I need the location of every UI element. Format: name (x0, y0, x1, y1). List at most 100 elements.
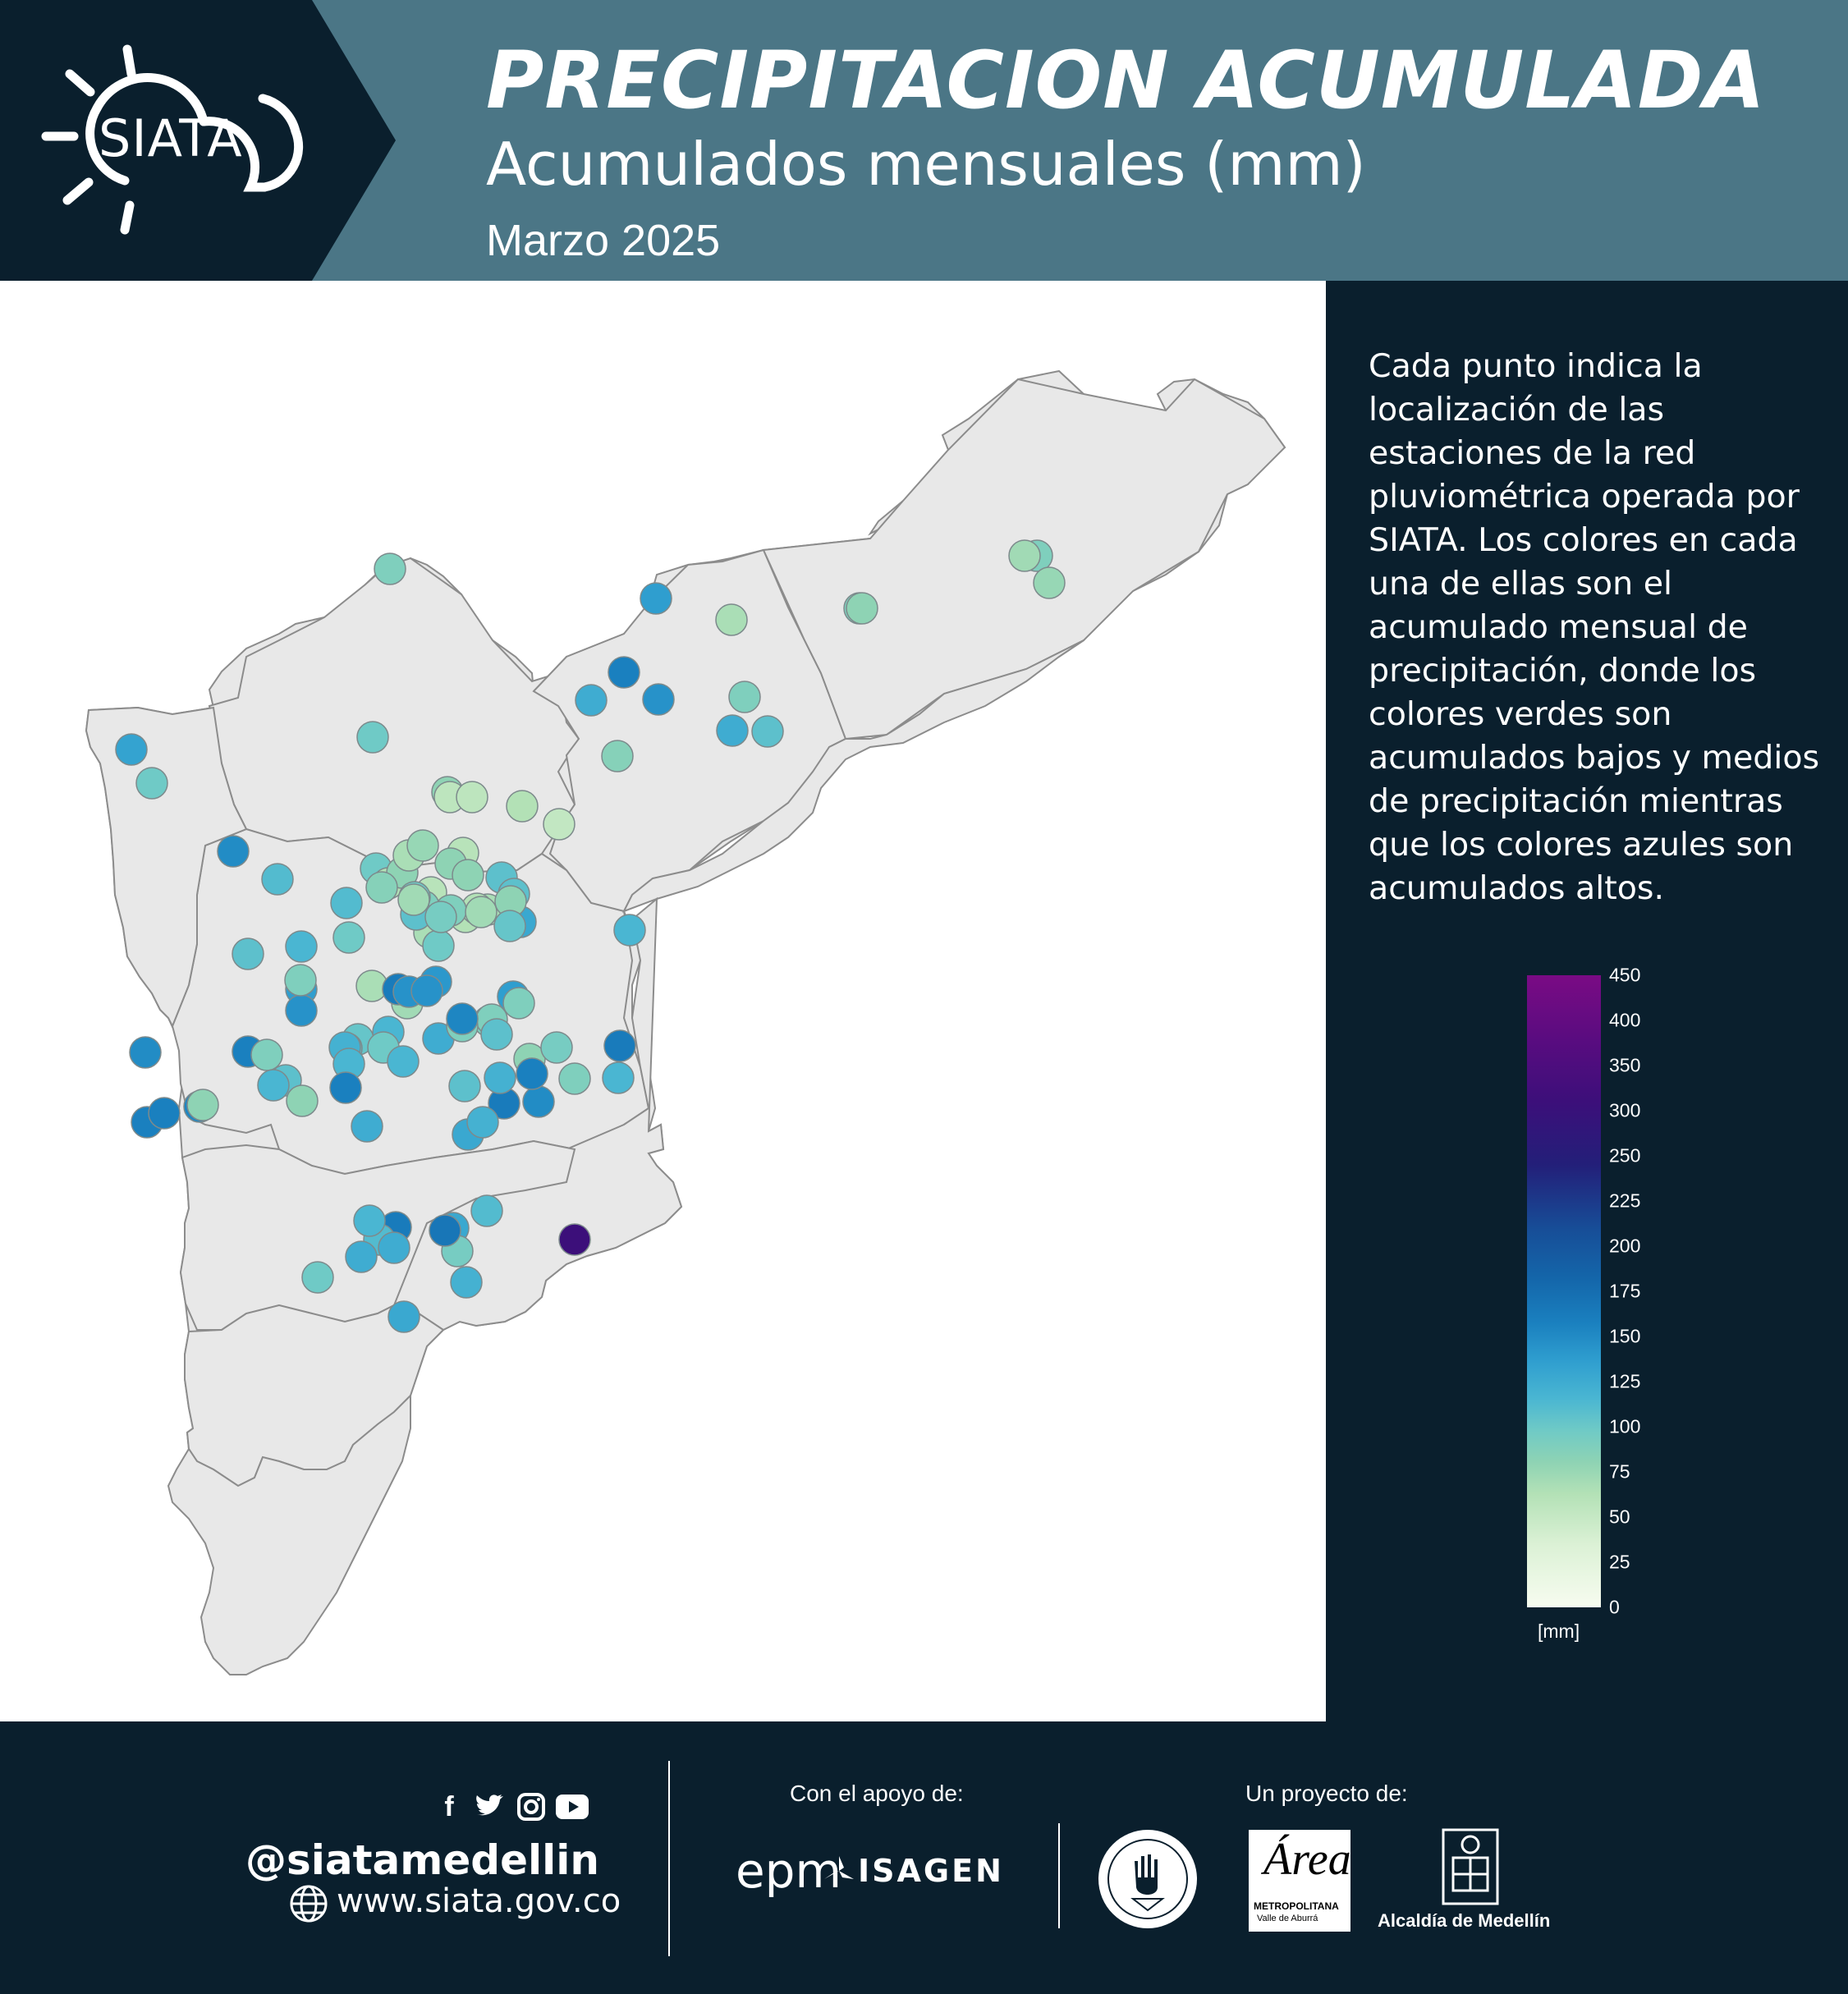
alcaldia-label: Alcaldía de Medellín (1378, 1910, 1551, 1931)
station-marker[interactable] (353, 1204, 386, 1237)
station-marker[interactable] (148, 1097, 181, 1130)
area-logo-line2: Valle de Aburrá (1257, 1914, 1318, 1923)
station-marker[interactable] (356, 721, 389, 754)
colorbar-tick-label: 400 (1609, 1009, 1641, 1031)
station-marker[interactable] (751, 715, 784, 748)
station-marker[interactable] (284, 964, 317, 997)
station-marker[interactable] (728, 681, 761, 713)
station-marker[interactable] (186, 1089, 219, 1121)
social-icons: f (433, 1790, 589, 1823)
station-marker[interactable] (429, 1214, 461, 1247)
colorbar-tick-label: 225 (1609, 1190, 1641, 1212)
station-marker[interactable] (250, 1038, 283, 1071)
station-marker[interactable] (506, 790, 539, 823)
station-marker[interactable] (301, 1261, 334, 1294)
station-marker[interactable] (484, 1061, 516, 1094)
station-marker[interactable] (129, 1036, 162, 1069)
station-marker[interactable] (558, 1062, 591, 1095)
colorbar-tick-label: 0 (1609, 1596, 1620, 1618)
station-marker[interactable] (378, 1231, 410, 1264)
station-marker[interactable] (466, 1106, 499, 1139)
station-marker[interactable] (217, 835, 250, 868)
station-marker[interactable] (424, 901, 457, 933)
station-marker[interactable] (543, 808, 575, 841)
station-marker[interactable] (365, 871, 398, 904)
station-marker[interactable] (406, 829, 439, 862)
station-marker[interactable] (715, 603, 748, 636)
region-far-south (167, 1393, 411, 1675)
station-marker[interactable] (502, 987, 535, 1020)
social-handle[interactable]: @siatamedellin (245, 1836, 599, 1884)
station-marker[interactable] (135, 767, 168, 800)
colorbar-tick-label: 100 (1609, 1415, 1641, 1437)
epm-logo: epm (736, 1843, 841, 1899)
station-marker[interactable] (115, 733, 148, 766)
station-marker[interactable] (448, 1070, 481, 1102)
facebook-icon[interactable]: f (444, 1790, 454, 1822)
station-marker[interactable] (345, 1240, 378, 1273)
support-label: Con el apoyo de: (790, 1781, 964, 1806)
twitter-icon[interactable] (474, 1790, 507, 1823)
station-marker[interactable] (452, 859, 484, 892)
station-marker[interactable] (846, 592, 878, 625)
station-marker[interactable] (716, 714, 749, 747)
station-marker[interactable] (446, 1002, 479, 1035)
station-marker[interactable] (522, 1085, 555, 1118)
station-marker[interactable] (422, 929, 455, 962)
station-marker[interactable] (456, 781, 488, 814)
station-marker[interactable] (410, 974, 443, 1007)
station-marker[interactable] (1033, 566, 1066, 599)
station-marker[interactable] (450, 1266, 483, 1299)
area-logo-line1: METROPOLITANA (1254, 1900, 1339, 1912)
station-marker[interactable] (480, 1018, 513, 1051)
colorbar-tick-label: 50 (1609, 1506, 1630, 1528)
station-marker[interactable] (613, 914, 646, 947)
station-marker[interactable] (493, 910, 526, 942)
station-marker[interactable] (608, 656, 640, 689)
colorbar-tick-label: 300 (1609, 1099, 1641, 1121)
station-marker[interactable] (286, 1084, 319, 1117)
colorbar-tick-label: 250 (1609, 1144, 1641, 1167)
station-marker[interactable] (640, 582, 672, 615)
header: SIATA PRECIPITACION ACUMULADA Acumulados… (0, 0, 1848, 281)
station-marker[interactable] (601, 740, 634, 772)
footer: f @siatamedellin www.siata.gov.co Con el… (0, 1721, 1848, 1994)
station-marker[interactable] (261, 863, 294, 896)
station-marker[interactable] (285, 930, 318, 963)
map-regions (85, 369, 1286, 1675)
website-link[interactable]: www.siata.gov.co (337, 1882, 621, 1920)
station-marker[interactable] (285, 994, 318, 1027)
youtube-icon[interactable] (556, 1790, 589, 1823)
station-marker[interactable] (516, 1057, 548, 1090)
station-marker[interactable] (465, 896, 498, 928)
station-marker[interactable] (387, 1045, 420, 1078)
station-marker[interactable] (351, 1110, 383, 1143)
page-subtitle: Acumulados mensuales (mm) (486, 130, 1366, 199)
station-marker[interactable] (540, 1031, 573, 1064)
instagram-icon[interactable] (515, 1790, 548, 1823)
gestion-riesgo-emblem (1098, 1830, 1197, 1928)
station-marker[interactable] (575, 684, 608, 717)
station-marker[interactable] (470, 1194, 503, 1227)
station-marker[interactable] (257, 1069, 290, 1102)
colorbar-tick-label: 150 (1609, 1325, 1641, 1347)
station-marker[interactable] (329, 1071, 362, 1104)
region-north-block (208, 557, 580, 873)
station-marker[interactable] (330, 887, 363, 919)
stations-layer (115, 539, 1066, 1333)
station-marker[interactable] (602, 1061, 635, 1094)
station-marker[interactable] (642, 683, 675, 716)
station-marker[interactable] (1008, 539, 1041, 572)
station-marker[interactable] (603, 1029, 636, 1062)
station-marker[interactable] (558, 1223, 591, 1256)
isagen-logo: ISAGEN (858, 1853, 1004, 1889)
station-marker[interactable] (232, 937, 264, 970)
region-east-block (621, 639, 1084, 913)
logo-text: SIATA (99, 108, 243, 168)
colorbar-tick-label: 75 (1609, 1460, 1630, 1483)
station-marker[interactable] (332, 921, 365, 954)
station-marker[interactable] (387, 1300, 420, 1333)
station-marker[interactable] (397, 883, 430, 916)
map-description: Cada punto indica la localización de las… (1369, 347, 1820, 907)
station-marker[interactable] (374, 552, 406, 585)
